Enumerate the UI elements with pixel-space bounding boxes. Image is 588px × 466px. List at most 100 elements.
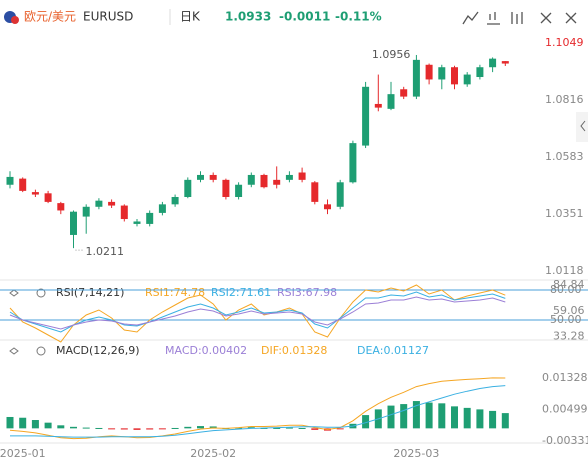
candle-body xyxy=(171,196,179,205)
x-tick-label: 2025-02 xyxy=(190,447,236,460)
y-tick-label: 1.0583 xyxy=(545,150,584,163)
fullscreen-button[interactable] xyxy=(540,12,552,24)
y-tick-label: 1.1049 xyxy=(545,36,584,49)
rsi-line xyxy=(9,291,506,333)
y-tick-label: -0.00331 xyxy=(542,434,588,447)
macd-bar xyxy=(108,428,116,430)
candle-body xyxy=(260,174,268,188)
candle-body xyxy=(324,204,331,210)
candle-body xyxy=(133,221,141,224)
macd-bar xyxy=(387,405,395,429)
candle-body xyxy=(6,176,14,185)
macd-bar xyxy=(476,409,484,429)
candle-body xyxy=(438,67,446,80)
candle-body xyxy=(197,174,204,180)
y-tick-label: 59.06 xyxy=(553,304,585,317)
x-tick-label: 2025-01 xyxy=(0,447,46,460)
indicator-button[interactable] xyxy=(462,11,479,25)
close-button[interactable] xyxy=(565,12,577,24)
macd-bar xyxy=(311,428,319,430)
eye-icon[interactable] xyxy=(9,347,19,355)
y-tick-label: 0.00499 xyxy=(542,402,588,415)
flag-icon xyxy=(11,16,19,24)
macd-bar xyxy=(197,426,204,429)
period[interactable]: 日K xyxy=(180,10,201,24)
y-tick-label: 1.0351 xyxy=(545,207,584,220)
legend-entry: DEA:0.01127 xyxy=(357,344,429,357)
macd-bar xyxy=(70,426,77,429)
reference-label: 80.00 xyxy=(550,283,582,296)
reference-label: 50.00 xyxy=(550,313,582,326)
macd-bar xyxy=(501,413,509,429)
settings-icon[interactable] xyxy=(36,346,46,356)
macd-bar xyxy=(412,401,420,429)
candle-body xyxy=(298,172,306,180)
candle-button[interactable] xyxy=(511,12,523,24)
macd-bar xyxy=(463,407,471,429)
candle-body xyxy=(235,184,243,197)
panel-title: RSI(7,14,21) xyxy=(56,286,124,299)
collapse-arrow xyxy=(580,120,586,132)
y-tick-label: 33.28 xyxy=(553,330,585,343)
candle-body xyxy=(451,67,458,85)
legend-entry: RSI3:67.98 xyxy=(277,286,337,299)
macd-bar xyxy=(44,422,52,429)
legend-entry: RSI1:74.78 xyxy=(145,286,205,299)
eye-icon[interactable] xyxy=(9,289,19,297)
candle-body xyxy=(70,211,77,235)
candle-body xyxy=(311,182,319,202)
macd-bar xyxy=(247,427,255,429)
legend-entry: DIF:0.01328 xyxy=(261,344,327,357)
settings-icon[interactable] xyxy=(36,288,46,298)
candle-body xyxy=(222,179,230,197)
macd-bar xyxy=(489,410,497,429)
candle-body xyxy=(158,204,166,213)
macd-bar xyxy=(19,417,27,429)
macd-bar xyxy=(95,427,103,429)
candle-body xyxy=(108,201,116,206)
macd-bar xyxy=(57,425,65,429)
change: -0.0011 xyxy=(279,10,330,24)
macd-line xyxy=(10,385,506,438)
macd-bar xyxy=(184,426,192,429)
chart-type-button[interactable] xyxy=(487,12,500,25)
y-tick-label: 1.0118 xyxy=(545,264,584,277)
candle-body xyxy=(476,67,484,78)
candle-body xyxy=(209,174,217,180)
macd-bar xyxy=(336,428,344,430)
macd-bar xyxy=(298,427,306,429)
macd-bar xyxy=(120,428,128,430)
rsi-line xyxy=(9,284,506,343)
macd-bar xyxy=(82,427,90,429)
macd-bar xyxy=(209,426,217,429)
candle-body xyxy=(31,192,39,195)
candle-body xyxy=(120,205,128,220)
y-tick-label: 0.01328 xyxy=(542,371,588,384)
panel-title: MACD(12,26,9) xyxy=(56,344,140,357)
high-annotation: 1.0956 xyxy=(372,48,411,61)
candle-body xyxy=(400,89,408,97)
low-annotation: 1.0211 xyxy=(86,245,125,258)
candle-body xyxy=(349,143,357,183)
macd-bar xyxy=(362,415,370,429)
legend-entry: RSI2:71.61 xyxy=(211,286,271,299)
candle-body xyxy=(95,200,103,207)
candle-body xyxy=(425,64,433,80)
legend-entry: MACD:0.00402 xyxy=(165,344,247,357)
candle-body xyxy=(247,174,255,185)
candle-body xyxy=(82,206,90,217)
macd-bar xyxy=(31,420,39,429)
macd-bar xyxy=(400,404,408,429)
candle-body xyxy=(362,86,370,146)
candle-body xyxy=(184,179,192,197)
candle-body xyxy=(285,174,293,180)
candle-body xyxy=(44,193,52,202)
price: 1.0933 xyxy=(225,10,271,24)
macd-bar xyxy=(158,428,166,430)
candle-body xyxy=(57,203,65,211)
macd-bar xyxy=(6,416,14,429)
candle-body xyxy=(387,94,395,109)
macd-bar xyxy=(146,428,154,430)
